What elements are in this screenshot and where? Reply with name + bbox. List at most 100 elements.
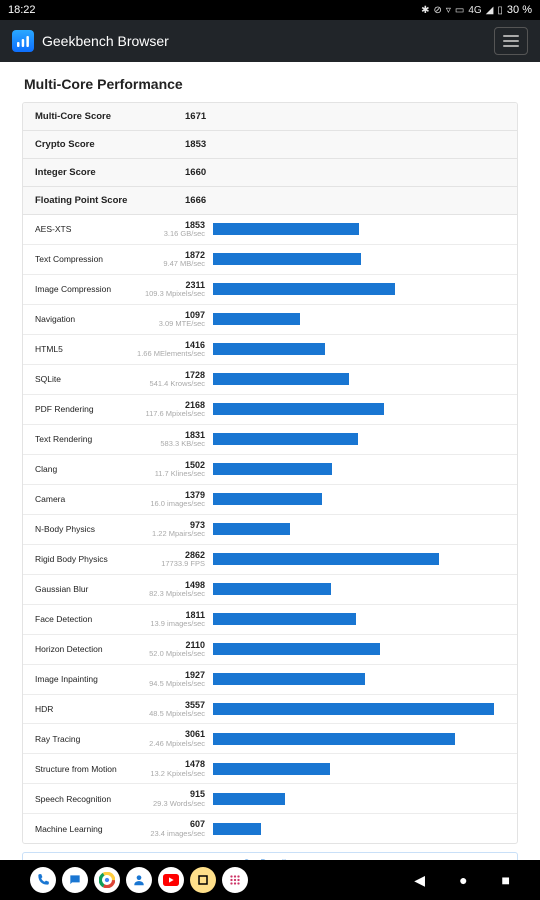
benchmark-name: Navigation bbox=[35, 314, 131, 324]
benchmark-name: HDR bbox=[35, 704, 131, 714]
benchmark-bar bbox=[213, 793, 285, 805]
benchmark-row: Rigid Body Physics286217733.9 FPS bbox=[23, 545, 517, 575]
benchmark-bar-track bbox=[213, 703, 505, 715]
benchmark-bar-track bbox=[213, 523, 505, 535]
vibrate-icon: ▭ bbox=[455, 5, 464, 16]
benchmark-bar bbox=[213, 523, 290, 535]
benchmark-name: Face Detection bbox=[35, 614, 131, 624]
benchmark-unit: 16.0 images/sec bbox=[131, 500, 205, 509]
benchmark-values: 18729.47 MB/sec bbox=[131, 250, 213, 269]
benchmark-unit: 9.47 MB/sec bbox=[131, 260, 205, 269]
benchmark-bar-track bbox=[213, 223, 505, 235]
app-dock bbox=[30, 867, 248, 893]
benchmark-bar bbox=[213, 583, 331, 595]
benchmark-bar-track bbox=[213, 343, 505, 355]
benchmark-unit: 1.66 MElements/sec bbox=[131, 350, 205, 359]
benchmark-name: Text Compression bbox=[35, 254, 131, 264]
benchmark-values: 1728541.4 Krows/sec bbox=[131, 370, 213, 389]
signal-icon: ◢ bbox=[486, 5, 494, 16]
set-baseline-button[interactable]: Set Baseline bbox=[22, 852, 518, 860]
dock-app-icon[interactable] bbox=[126, 867, 152, 893]
benchmark-bar bbox=[213, 223, 359, 235]
dock-app-icon[interactable] bbox=[94, 867, 120, 893]
dock-app-icon[interactable] bbox=[190, 867, 216, 893]
benchmark-row: Speech Recognition91529.3 Words/sec bbox=[23, 784, 517, 814]
benchmark-unit: 11.7 Klines/sec bbox=[131, 470, 205, 479]
benchmark-unit: 109.3 Mpixels/sec bbox=[131, 290, 205, 299]
benchmark-bar-track bbox=[213, 613, 505, 625]
benchmark-bar bbox=[213, 643, 380, 655]
home-key[interactable]: ● bbox=[459, 872, 467, 888]
benchmark-row: Image Compression2311109.3 Mpixels/sec bbox=[23, 275, 517, 305]
benchmark-unit: 13.2 Kpixels/sec bbox=[131, 770, 205, 779]
summary-value: 1853 bbox=[185, 139, 206, 150]
benchmark-bar-track bbox=[213, 493, 505, 505]
benchmark-bar-track bbox=[213, 553, 505, 565]
back-key[interactable]: ◀ bbox=[414, 872, 425, 889]
summary-label: Multi-Core Score bbox=[35, 111, 185, 122]
benchmark-name: Camera bbox=[35, 494, 131, 504]
benchmark-unit: 3.09 MTE/sec bbox=[131, 320, 205, 329]
benchmark-bar-track bbox=[213, 673, 505, 685]
benchmark-bar-track bbox=[213, 793, 505, 805]
summary-row: Multi-Core Score1671 bbox=[23, 103, 517, 131]
benchmark-row: Gaussian Blur149882.3 Mpixels/sec bbox=[23, 575, 517, 605]
benchmark-bar-track bbox=[213, 283, 505, 295]
benchmark-values: 9731.22 Mpairs/sec bbox=[131, 520, 213, 539]
benchmark-row: Horizon Detection211052.0 Mpixels/sec bbox=[23, 635, 517, 665]
benchmark-bar bbox=[213, 343, 325, 355]
benchmark-values: 30612.46 Mpixels/sec bbox=[131, 729, 213, 748]
app-header: Geekbench Browser bbox=[0, 20, 540, 62]
dock-app-icon[interactable] bbox=[62, 867, 88, 893]
battery-percent: 30 % bbox=[507, 4, 532, 16]
benchmark-bar bbox=[213, 763, 330, 775]
benchmark-row: Clang150211.7 Klines/sec bbox=[23, 455, 517, 485]
benchmark-unit: 82.3 Mpixels/sec bbox=[131, 590, 205, 599]
benchmark-unit: 17733.9 FPS bbox=[131, 560, 205, 569]
benchmark-bar bbox=[213, 613, 356, 625]
benchmark-name: AES-XTS bbox=[35, 224, 131, 234]
benchmark-row: Text Rendering1831583.3 KB/sec bbox=[23, 425, 517, 455]
content-area[interactable]: Multi-Core Performance Multi-Core Score1… bbox=[0, 62, 540, 860]
section-title: Multi-Core Performance bbox=[24, 76, 518, 92]
benchmark-bar bbox=[213, 493, 322, 505]
benchmark-unit: 541.4 Krows/sec bbox=[131, 380, 205, 389]
benchmark-values: 355748.5 Mpixels/sec bbox=[131, 700, 213, 719]
benchmark-name: N-Body Physics bbox=[35, 524, 131, 534]
benchmark-row: Camera137916.0 images/sec bbox=[23, 485, 517, 515]
status-bar: 18:22 ✱ ⊘ ▿ ▭ 4G ◢ ▯ 30 % bbox=[0, 0, 540, 20]
benchmark-name: Rigid Body Physics bbox=[35, 554, 131, 564]
benchmark-row: PDF Rendering2168117.6 Mpixels/sec bbox=[23, 395, 517, 425]
nav-keys: ◀ ● ■ bbox=[414, 872, 510, 889]
benchmark-bar-track bbox=[213, 643, 505, 655]
benchmark-values: 211052.0 Mpixels/sec bbox=[131, 640, 213, 659]
wifi-icon: ▿ bbox=[446, 5, 451, 16]
benchmark-bar bbox=[213, 463, 332, 475]
benchmark-values: 18533.16 GB/sec bbox=[131, 220, 213, 239]
benchmark-name: HTML5 bbox=[35, 344, 131, 354]
benchmark-bar bbox=[213, 673, 365, 685]
dock-app-icon[interactable] bbox=[222, 867, 248, 893]
benchmark-unit: 2.46 Mpixels/sec bbox=[131, 740, 205, 749]
results-panel: Multi-Core Score1671Crypto Score1853Inte… bbox=[22, 102, 518, 844]
benchmark-bar bbox=[213, 403, 384, 415]
benchmark-name: Horizon Detection bbox=[35, 644, 131, 654]
recents-key[interactable]: ■ bbox=[502, 872, 510, 888]
summary-label: Crypto Score bbox=[35, 139, 185, 150]
benchmark-row: Structure from Motion147813.2 Kpixels/se… bbox=[23, 754, 517, 784]
app-brand[interactable]: Geekbench Browser bbox=[12, 30, 169, 52]
benchmark-bar bbox=[213, 433, 358, 445]
benchmark-values: 60723.4 images/sec bbox=[131, 819, 213, 838]
menu-button[interactable] bbox=[494, 27, 528, 55]
status-right: ✱ ⊘ ▿ ▭ 4G ◢ ▯ 30 % bbox=[421, 4, 532, 16]
benchmark-values: 91529.3 Words/sec bbox=[131, 789, 213, 808]
benchmark-row: HDR355748.5 Mpixels/sec bbox=[23, 695, 517, 725]
dock-app-icon[interactable] bbox=[30, 867, 56, 893]
benchmark-name: PDF Rendering bbox=[35, 404, 131, 414]
benchmark-bar bbox=[213, 373, 349, 385]
benchmark-name: Image Inpainting bbox=[35, 674, 131, 684]
app-title: Geekbench Browser bbox=[42, 33, 169, 49]
dock-app-icon[interactable] bbox=[158, 867, 184, 893]
benchmark-row: AES-XTS18533.16 GB/sec bbox=[23, 215, 517, 245]
benchmark-unit: 23.4 images/sec bbox=[131, 830, 205, 839]
